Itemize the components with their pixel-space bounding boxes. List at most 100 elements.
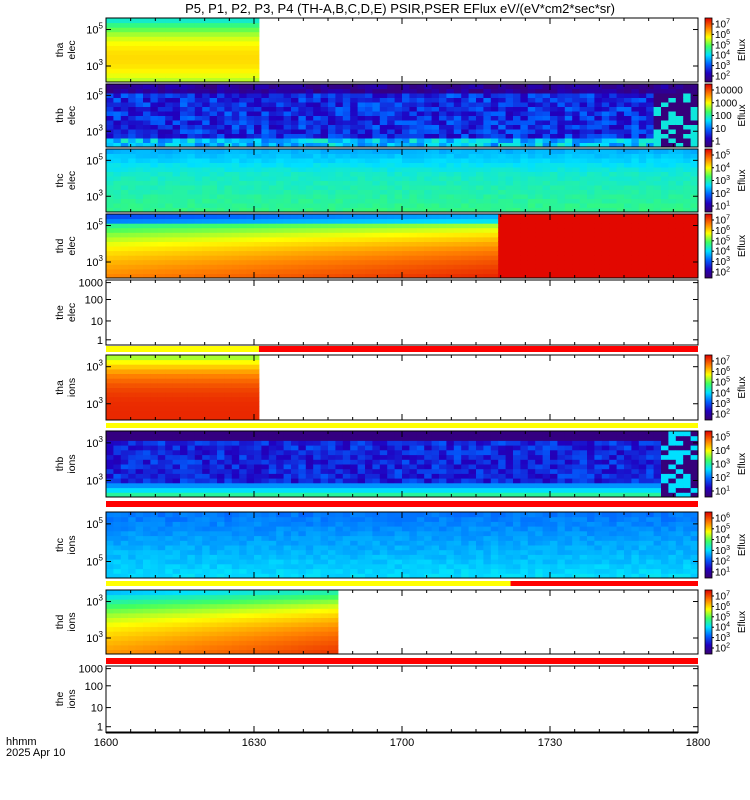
heatmap-cell: [379, 464, 388, 470]
heatmap-cell: [172, 88, 181, 94]
heatmap-cell: [157, 373, 166, 379]
heatmap-cell: [416, 268, 425, 274]
heatmap-cell: [675, 111, 684, 116]
heatmap-cell: [246, 207, 255, 213]
heatmap-cell: [646, 207, 655, 213]
heatmap-cell: [231, 487, 240, 493]
heatmap-cell: [276, 142, 285, 148]
heatmap-cell: [128, 40, 137, 46]
heatmap-cell: [113, 40, 122, 46]
heatmap-cell: [128, 487, 137, 493]
heatmap-cell: [394, 115, 403, 121]
heatmap-cell: [261, 88, 270, 94]
heatmap-cell: [239, 468, 248, 474]
heatmap-cell: [668, 264, 677, 270]
heatmap-cell: [490, 111, 499, 116]
heatmap-cell: [254, 227, 262, 233]
heatmap-cell: [594, 180, 603, 186]
heatmap-cell: [106, 415, 114, 421]
heatmap-cell: [180, 124, 188, 130]
heatmap-cell: [424, 88, 433, 94]
heatmap-cell: [217, 468, 225, 474]
heatmap-cell: [276, 203, 285, 208]
heatmap-cell: [564, 268, 573, 274]
heatmap-cell: [217, 355, 225, 361]
heatmap-cell: [194, 401, 203, 407]
heatmap-cell: [143, 18, 151, 24]
heatmap-cell: [143, 180, 151, 186]
heatmap-cell: [128, 93, 137, 98]
heatmap-cell: [224, 63, 233, 69]
heatmap-cell: [180, 355, 188, 361]
heatmap-cell: [498, 153, 507, 159]
heatmap-cell: [113, 180, 122, 186]
heatmap-cell: [143, 410, 151, 416]
heatmap-cell: [150, 142, 159, 148]
heatmap-cell: [365, 250, 373, 256]
heatmap-cell: [165, 167, 174, 172]
heatmap-cell: [453, 153, 462, 159]
heatmap-cell: [624, 106, 632, 112]
heatmap-cell: [535, 84, 544, 89]
heatmap-cell: [135, 268, 144, 274]
heatmap-cell: [291, 236, 299, 242]
heatmap-cell: [350, 149, 359, 154]
heatmap-cell: [402, 124, 410, 130]
heatmap-cell: [276, 162, 285, 168]
heatmap-cell: [379, 153, 388, 159]
heatmap-cell: [594, 111, 603, 116]
heatmap-cell: [431, 93, 440, 98]
heatmap-cell: [291, 153, 299, 159]
heatmap-cell: [128, 454, 137, 460]
heatmap-cell: [424, 138, 433, 143]
heatmap-cell: [365, 435, 373, 441]
heatmap-cell: [313, 111, 322, 116]
heatmap-cell: [209, 133, 218, 139]
heatmap-cell: [675, 84, 684, 89]
heatmap-cell: [291, 198, 299, 204]
heatmap-cell: [350, 241, 359, 247]
heatmap-cell: [402, 194, 410, 199]
heatmap-cell: [372, 120, 381, 125]
heatmap-cell: [550, 189, 558, 195]
heatmap-cell: [246, 355, 255, 361]
heatmap-cell: [128, 180, 137, 186]
heatmap-cell: [350, 473, 359, 479]
heatmap-cell: [180, 250, 188, 256]
heatmap-cell: [172, 111, 181, 116]
heatmap-cell: [157, 142, 166, 148]
heatmap-cell: [335, 203, 344, 208]
heatmap-cell: [439, 268, 447, 274]
heatmap-cell: [113, 445, 122, 451]
heatmap-cell: [120, 102, 129, 107]
heatmap-cell: [224, 194, 233, 199]
heatmap-cell: [646, 214, 655, 220]
panel-y-tick-label: 1000: [79, 278, 103, 290]
heatmap-cell: [476, 129, 484, 134]
heatmap-cell: [505, 198, 514, 204]
heatmap-cell: [476, 255, 484, 261]
panel-y-tick-label: 105: [86, 87, 103, 102]
heatmap-cell: [283, 162, 292, 168]
heatmap-cell: [424, 129, 433, 134]
heatmap-cell: [535, 111, 544, 116]
heatmap-cell: [128, 185, 137, 190]
heatmap-cell: [128, 54, 137, 60]
heatmap-cell: [572, 106, 581, 112]
heatmap-cell: [276, 97, 285, 103]
heatmap-cell: [646, 223, 655, 229]
heatmap-cell: [120, 255, 129, 261]
heatmap-cell: [439, 129, 447, 134]
heatmap-cell: [416, 250, 425, 256]
heatmap-cell: [187, 492, 196, 498]
heatmap-cell: [283, 473, 292, 479]
heatmap-cell: [579, 241, 588, 247]
heatmap-cell: [231, 133, 240, 139]
heatmap-cell: [276, 167, 285, 172]
heatmap-cell: [572, 194, 581, 199]
heatmap-cell: [120, 396, 129, 402]
heatmap-cell: [416, 171, 425, 177]
heatmap-cell: [498, 142, 507, 148]
heatmap-cell: [128, 392, 137, 398]
heatmap-cell: [527, 111, 536, 116]
